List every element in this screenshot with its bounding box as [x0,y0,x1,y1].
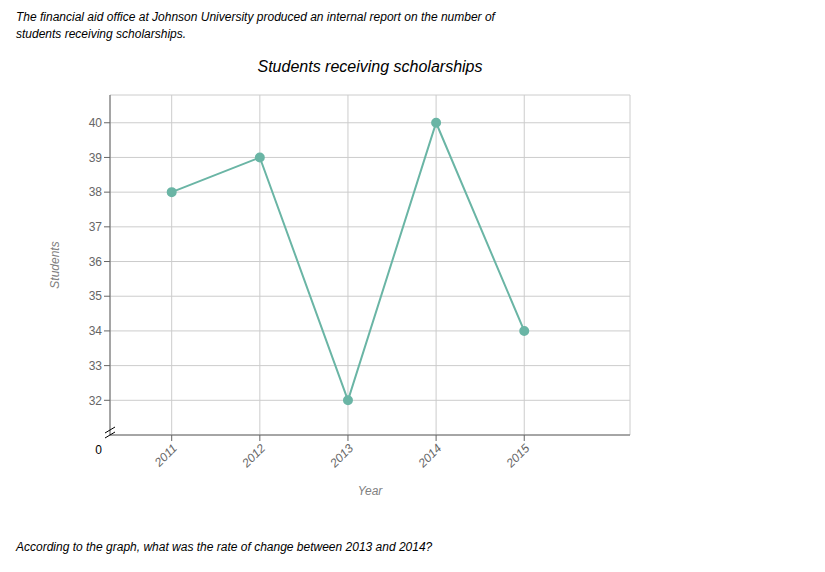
svg-text:2014: 2014 [415,441,445,471]
svg-text:Students: Students [48,241,62,288]
svg-text:40: 40 [89,116,103,130]
svg-text:37: 37 [89,220,103,234]
svg-text:Year: Year [358,484,384,498]
html-text:0: 0 [95,443,102,457]
svg-text:39: 39 [89,151,103,165]
html-text:Students receiving scholarship: Students receiving scholarships [257,58,483,75]
svg-text:33: 33 [89,359,103,373]
svg-text:36: 36 [89,255,103,269]
svg-text:38: 38 [89,185,103,199]
svg-text:35: 35 [89,289,103,303]
svg-text:2011: 2011 [151,441,180,470]
svg-text:34: 34 [89,324,103,338]
svg-text:2013: 2013 [327,441,357,471]
html-text:students receiving scholarship: students receiving scholarships. [16,27,187,41]
html-text:The financial aid office at Jo: The financial aid office at Johnson Univ… [16,10,495,24]
svg-text:2015: 2015 [503,441,533,471]
svg-text:2012: 2012 [238,441,268,471]
svg-text:32: 32 [89,394,103,408]
html-text:According to the graph, what w: According to the graph, what was the rat… [16,540,433,554]
